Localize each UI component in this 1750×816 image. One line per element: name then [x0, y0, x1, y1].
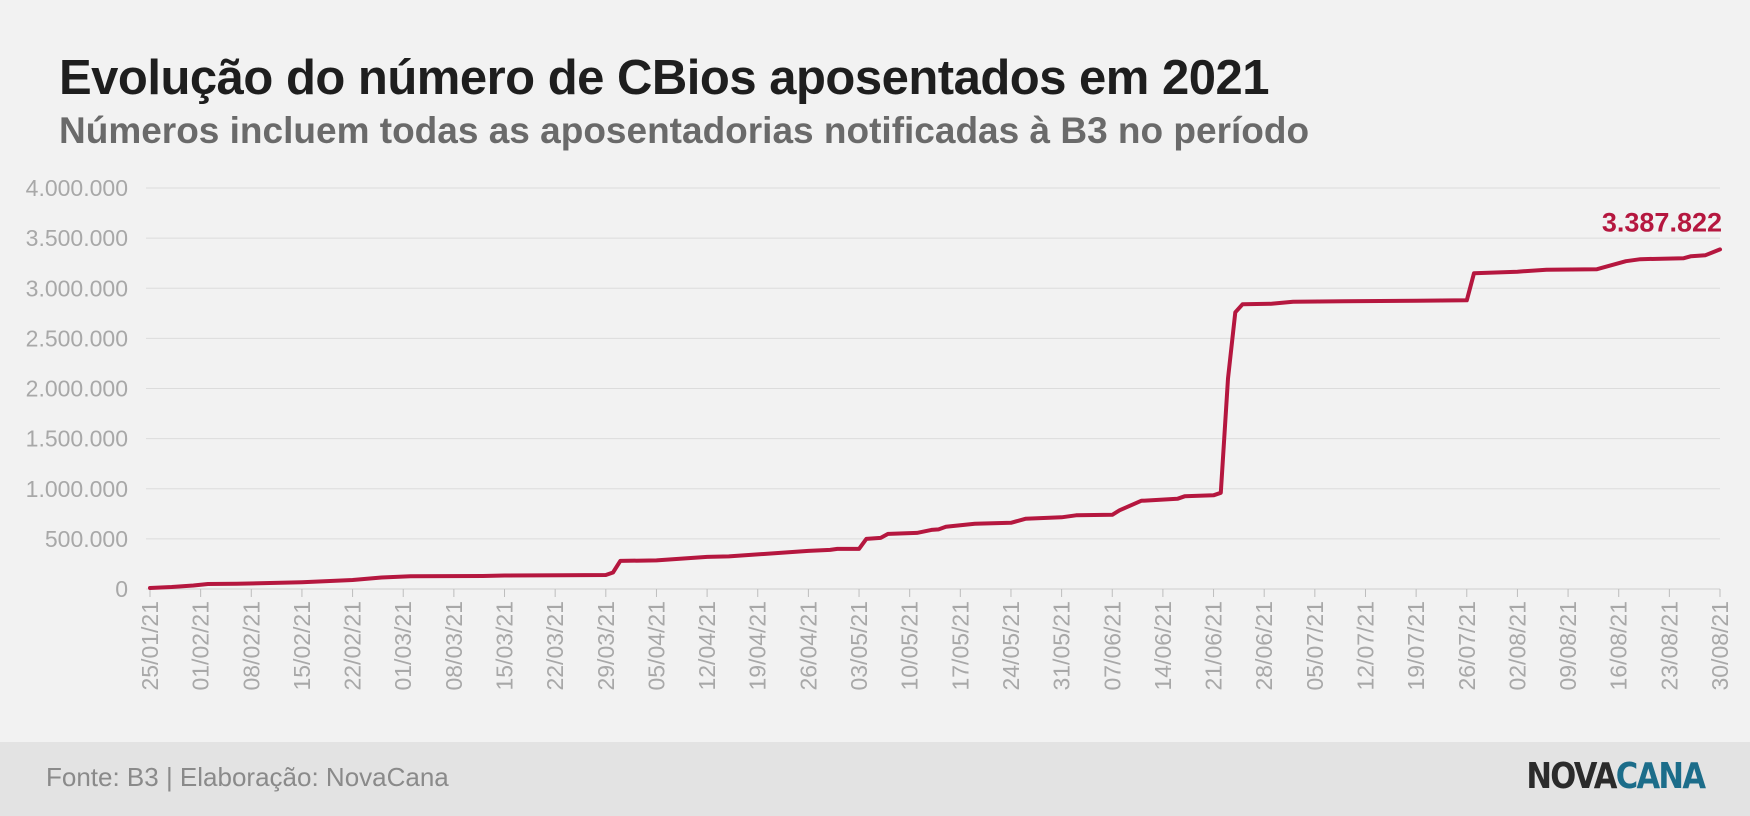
- end-value-label: 3.387.822: [1602, 207, 1722, 237]
- x-tick-label: 15/03/21: [492, 601, 518, 691]
- x-tick-label: 12/07/21: [1352, 601, 1378, 691]
- x-tick-label: 19/07/21: [1403, 601, 1429, 691]
- footer: Fonte: B3 | Elaboração: NovaCana NOVACAN…: [0, 742, 1750, 816]
- logo-part-2: CANA: [1615, 756, 1705, 797]
- x-tick-label: 22/02/21: [340, 601, 366, 691]
- x-tick-label: 21/06/21: [1201, 601, 1227, 691]
- y-axis-ticks: 0 500.000 1.000.000 1.500.000 2.000.000 2.500…: [26, 175, 128, 602]
- data-labels: 3.387.822: [1602, 207, 1722, 237]
- x-axis-ticks: 25/01/21 01/02/21 08/02/21 15/02/21 22/02/21…: [137, 589, 1733, 691]
- x-tick-label: 25/01/21: [137, 601, 163, 691]
- y-tick-label: 3.000.000: [26, 275, 128, 301]
- x-tick-label: 24/05/21: [998, 601, 1024, 691]
- x-tick-label: 05/07/21: [1302, 601, 1328, 691]
- x-tick-label: 22/03/21: [542, 601, 568, 691]
- x-tick-label: 09/08/21: [1555, 601, 1581, 691]
- y-tick-label: 2.500.000: [26, 325, 128, 351]
- y-tick-label: 1.500.000: [26, 426, 128, 452]
- x-tick-label: 01/02/21: [188, 601, 214, 691]
- chart-subtitle: Números incluem todas as aposentadorias …: [59, 110, 1310, 151]
- y-tick-label: 3.500.000: [26, 225, 128, 251]
- y-tick-label: 4.000.000: [26, 175, 128, 201]
- series-line: [148, 247, 1722, 590]
- x-tick-label: 31/05/21: [1049, 601, 1075, 691]
- novacana-logo: NOVACANA: [1526, 756, 1706, 797]
- x-tick-label: 10/05/21: [897, 601, 923, 691]
- x-tick-label: 15/02/21: [289, 601, 315, 691]
- y-tick-label: 500.000: [45, 526, 128, 552]
- x-tick-label: 01/03/21: [390, 601, 416, 691]
- x-tick-label: 26/04/21: [795, 601, 821, 691]
- x-tick-label: 14/06/21: [1150, 601, 1176, 691]
- x-tick-label: 12/04/21: [694, 601, 720, 691]
- x-tick-label: 29/03/21: [593, 601, 619, 691]
- x-tick-label: 03/05/21: [846, 601, 872, 691]
- y-tick-label: 2.000.000: [26, 376, 128, 402]
- x-tick-label: 28/06/21: [1251, 601, 1277, 691]
- y-tick-label: 1.000.000: [26, 476, 128, 502]
- chart-title: Evolução do número de CBios aposentados …: [59, 51, 1270, 105]
- x-tick-label: 17/05/21: [947, 601, 973, 691]
- x-tick-label: 19/04/21: [745, 601, 771, 691]
- line-chart: 0 500.000 1.000.000 1.500.000 2.000.000 2.500…: [26, 175, 1733, 691]
- series-layer: [148, 247, 1722, 590]
- x-tick-label: 30/08/21: [1707, 601, 1733, 691]
- x-tick-label: 26/07/21: [1454, 601, 1480, 691]
- x-tick-label: 02/08/21: [1504, 601, 1530, 691]
- x-tick-label: 08/02/21: [238, 601, 264, 691]
- x-tick-label: 16/08/21: [1606, 601, 1632, 691]
- x-tick-label: 08/03/21: [441, 601, 467, 691]
- x-tick-label: 23/08/21: [1656, 601, 1682, 691]
- x-tick-label: 05/04/21: [643, 601, 669, 691]
- logo-part-1: NOVA: [1526, 756, 1617, 797]
- source-note: Fonte: B3 | Elaboração: NovaCana: [46, 762, 449, 792]
- y-tick-label: 0: [115, 576, 128, 602]
- x-tick-label: 07/06/21: [1099, 601, 1125, 691]
- gridlines: [146, 187, 1720, 590]
